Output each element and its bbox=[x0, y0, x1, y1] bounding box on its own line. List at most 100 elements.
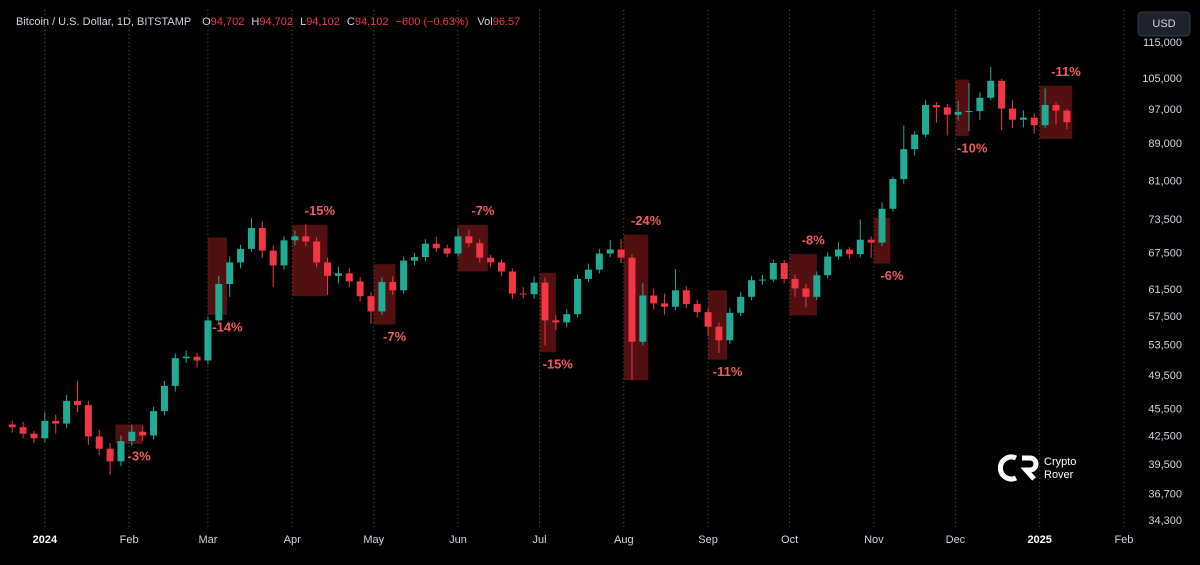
watermark-text: Crypto bbox=[1044, 456, 1076, 468]
y-tick-label: 67,500 bbox=[1148, 247, 1182, 259]
candle-body bbox=[530, 282, 538, 295]
drawdown-label: -24% bbox=[631, 213, 662, 228]
y-tick-label: 73,500 bbox=[1148, 214, 1182, 226]
candle-body bbox=[476, 243, 484, 258]
candle-body bbox=[378, 282, 386, 312]
candle-body bbox=[63, 400, 71, 424]
drawdown-label: -3% bbox=[128, 448, 152, 463]
candle-body bbox=[693, 304, 701, 313]
candle-body bbox=[737, 296, 745, 313]
y-tick-label: 61,500 bbox=[1148, 284, 1182, 296]
candle-body bbox=[606, 249, 614, 254]
candle-body bbox=[421, 243, 429, 258]
candle-body bbox=[1063, 110, 1071, 123]
candle-body bbox=[552, 320, 560, 323]
y-tick-label: 42,500 bbox=[1148, 430, 1182, 442]
candle-body bbox=[628, 257, 636, 342]
x-tick-label: Sep bbox=[698, 534, 718, 546]
candle-body bbox=[139, 431, 147, 436]
x-tick-label: Feb bbox=[120, 534, 139, 546]
candle-body bbox=[258, 228, 266, 251]
candle-body bbox=[574, 278, 582, 315]
candle-body bbox=[726, 312, 734, 341]
candle-body bbox=[671, 290, 679, 307]
drawdown-label: -8% bbox=[802, 233, 826, 248]
x-tick-label: Jun bbox=[449, 534, 467, 546]
candle-body bbox=[150, 411, 158, 436]
candle-body bbox=[835, 249, 843, 257]
drawdown-box bbox=[955, 79, 970, 136]
symbol: Bitcoin / U.S. Dollar, 1D, BITSTAMP bbox=[16, 16, 191, 28]
candle-body bbox=[465, 236, 473, 244]
y-tick-label: 97,000 bbox=[1148, 104, 1182, 116]
candle-body bbox=[334, 273, 342, 276]
candle-body bbox=[922, 104, 930, 135]
currency-label[interactable]: USD bbox=[1152, 18, 1175, 30]
y-tick-label: 49,500 bbox=[1148, 370, 1182, 382]
y-tick-label: 36,700 bbox=[1148, 488, 1182, 500]
candle-body bbox=[715, 326, 723, 341]
watermark: Crypto Rover bbox=[997, 454, 1076, 482]
candle-body bbox=[519, 293, 527, 295]
candle-body bbox=[171, 358, 179, 386]
candle-body bbox=[661, 303, 669, 307]
candle-body bbox=[226, 262, 234, 284]
ohlc-key: O bbox=[202, 16, 211, 28]
y-tick-label: 115,000 bbox=[1143, 37, 1182, 49]
candle-body bbox=[237, 248, 245, 263]
candle-body bbox=[30, 433, 38, 439]
candle-body bbox=[1041, 104, 1049, 126]
x-tick-label: Aug bbox=[614, 534, 634, 546]
y-tick-label: 45,500 bbox=[1148, 403, 1182, 415]
candle-body bbox=[802, 288, 810, 297]
candle-body bbox=[291, 236, 299, 241]
drawdown-label: -14% bbox=[212, 319, 243, 334]
ohlc-value: 94,702 bbox=[259, 16, 293, 28]
drawdown-label: -15% bbox=[305, 203, 336, 218]
drawdown-label: -6% bbox=[880, 268, 904, 283]
candle-body bbox=[748, 280, 756, 297]
candle-body bbox=[595, 253, 603, 270]
candle-body bbox=[269, 250, 277, 266]
logo-c bbox=[997, 454, 1018, 482]
candle-body bbox=[682, 290, 690, 305]
candle-body bbox=[182, 356, 190, 359]
candle-body bbox=[584, 269, 592, 279]
candle-body bbox=[389, 282, 397, 291]
candle-body bbox=[160, 385, 168, 412]
candle-body bbox=[878, 208, 886, 243]
candle-body bbox=[52, 420, 60, 424]
candle-body bbox=[84, 405, 92, 437]
candle-body bbox=[867, 239, 875, 243]
candle-body bbox=[215, 283, 223, 321]
candle-body bbox=[1052, 104, 1060, 111]
currency-button[interactable] bbox=[1137, 11, 1191, 37]
y-tick-label: 81,000 bbox=[1148, 175, 1182, 187]
candle-layer bbox=[8, 66, 1071, 475]
drawdown-label: -7% bbox=[383, 329, 407, 344]
candle-body bbox=[41, 420, 49, 439]
candle-body bbox=[497, 262, 505, 272]
candle-body bbox=[932, 104, 940, 108]
candle-body bbox=[563, 314, 571, 323]
vol-value: 96.57 bbox=[493, 16, 521, 28]
candle-body bbox=[95, 436, 103, 449]
x-tick-label: May bbox=[363, 534, 384, 546]
y-tick-label: 57,500 bbox=[1148, 311, 1182, 323]
candle-body bbox=[998, 80, 1006, 109]
candle-body bbox=[617, 249, 625, 258]
y-tick-label: 34,300 bbox=[1148, 515, 1182, 527]
candle-body bbox=[900, 149, 908, 180]
candle-body bbox=[889, 179, 897, 209]
ohlc-value: 94,102 bbox=[306, 16, 340, 28]
drawdown-box bbox=[708, 290, 728, 360]
candle-body bbox=[824, 256, 832, 276]
candle-body bbox=[650, 295, 658, 304]
vol-key: Vol bbox=[477, 16, 492, 28]
candle-body bbox=[769, 263, 777, 280]
candle-body bbox=[791, 278, 799, 289]
candle-body bbox=[204, 320, 212, 361]
ohlc-key: L bbox=[300, 16, 306, 28]
candle-body bbox=[280, 240, 288, 266]
